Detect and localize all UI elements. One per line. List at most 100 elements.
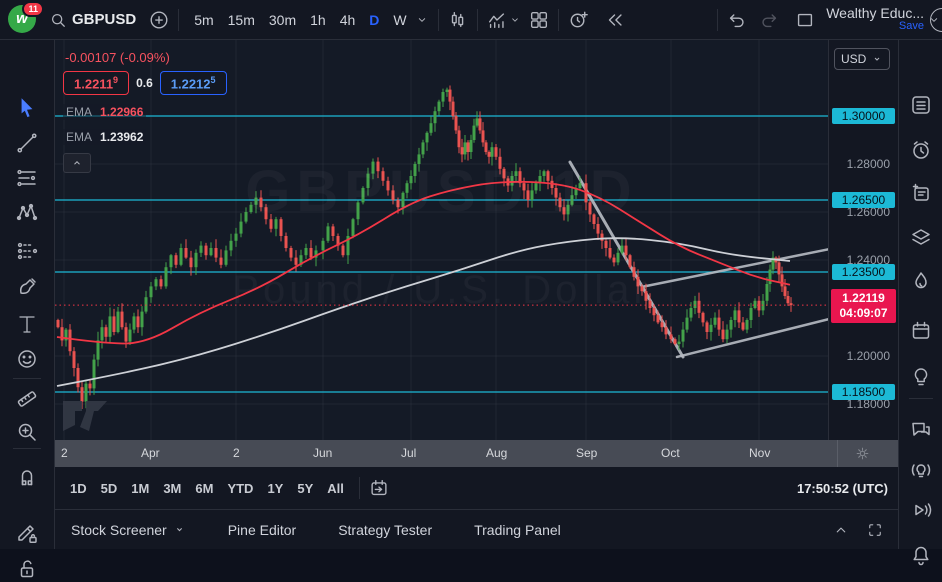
time-axis-label: Jul [401, 446, 417, 460]
ema-fast-legend: EMA 1.22966 [63, 104, 147, 121]
ema-fast-line [56, 180, 791, 345]
axis-settings-gear-icon[interactable] [852, 443, 872, 463]
divider [437, 8, 439, 31]
calendar-icon[interactable] [909, 319, 933, 343]
price-tick-label: 1.26000 [846, 205, 890, 219]
time-axis[interactable]: 2 Apr 2 Jun Jul Aug Sep Oct Nov [55, 440, 898, 467]
clock-utc[interactable]: 17:50:52 (UTC) [796, 480, 888, 496]
ema-slow-legend: EMA 1.23962 [63, 129, 147, 146]
text-tool-icon[interactable] [14, 311, 40, 337]
chevron-down-icon[interactable] [508, 13, 522, 27]
chart-style-candles-icon[interactable] [447, 9, 469, 31]
save-button[interactable]: Save [898, 19, 924, 32]
price-axis[interactable]: USD 1.28000 1.26000 1.24000 1.20000 1.18000 1… [828, 40, 898, 440]
range-3m[interactable]: 3M [163, 480, 182, 496]
goto-date-icon[interactable] [368, 477, 390, 499]
alerts-clock-icon[interactable] [909, 138, 933, 162]
notifications-bell-icon[interactable] [909, 543, 933, 567]
magnet-tool-icon[interactable] [14, 463, 40, 489]
brush-tool-icon[interactable] [14, 274, 40, 300]
broker-logo[interactable]: w 11 [8, 0, 44, 35]
xabcd-pattern-tool-icon[interactable] [14, 200, 40, 226]
range-1d[interactable]: 1D [70, 480, 87, 496]
range-1y[interactable]: 1Y [267, 480, 284, 496]
timeframe-1h[interactable]: 1h [310, 11, 326, 28]
chart-area[interactable]: GBPUSD 1D Pound / U.S. Dollar -0.00107 (… [55, 40, 828, 440]
time-axis-label: 2 [61, 446, 68, 460]
layout-grid-icon[interactable] [528, 9, 550, 31]
time-axis-label: Jun [313, 446, 333, 460]
range-all[interactable]: All [327, 480, 344, 496]
divider [909, 398, 933, 399]
timeframe-1w[interactable]: W [393, 11, 407, 28]
redo-icon[interactable] [758, 9, 780, 31]
panel-expand-icon[interactable] [832, 521, 850, 539]
time-axis-label: Sep [576, 446, 598, 460]
time-axis-label: Apr [141, 446, 160, 460]
tradingview-logo-watermark[interactable] [61, 395, 117, 437]
range-5y[interactable]: 5Y [297, 480, 314, 496]
buy-button[interactable]: 1.22125 [159, 71, 227, 96]
level-price-label: 1.18500 [832, 384, 895, 400]
price-tick-label: 1.18000 [846, 397, 890, 411]
chat-icon[interactable] [909, 418, 933, 442]
range-ytd[interactable]: YTD [227, 480, 254, 496]
layout-name[interactable]: Wealthy Educ... [826, 4, 924, 21]
compare-add-icon[interactable] [148, 9, 170, 31]
projection-tool-icon[interactable] [14, 238, 40, 264]
range-6m[interactable]: 6M [195, 480, 214, 496]
emoji-tool-icon[interactable] [14, 346, 40, 372]
drawing-lock-icon[interactable] [14, 520, 40, 546]
currency-selector[interactable]: USD [834, 48, 890, 70]
measure-tool-icon[interactable] [14, 386, 40, 412]
object-tree-icon[interactable] [909, 225, 933, 249]
spread-value: 0.6 [136, 76, 153, 91]
divider [717, 8, 719, 31]
divider [178, 8, 180, 31]
timeframe-30m[interactable]: 30m [268, 11, 297, 28]
legend-collapse-button[interactable] [63, 153, 91, 174]
time-axis-label: 2 [233, 446, 240, 460]
indicators-icon[interactable] [486, 9, 508, 31]
pine-editor-tab[interactable]: Pine Editor [227, 521, 297, 538]
bottom-panel-bar: Stock Screener Pine Editor Strategy Test… [55, 509, 898, 549]
level-price-label: 1.23500 [832, 264, 895, 280]
create-alert-icon[interactable] [567, 8, 590, 31]
timeframe-4h[interactable]: 4h [339, 11, 356, 28]
panel-maximize-icon[interactable] [866, 521, 884, 539]
range-5d[interactable]: 5D [100, 480, 118, 496]
strategy-tester-tab[interactable]: Strategy Tester [338, 521, 433, 538]
trend-line-tool-icon[interactable] [14, 130, 40, 156]
stock-screener-tab[interactable]: Stock Screener [71, 522, 186, 538]
symbol-search-button[interactable]: GBPUSD [72, 11, 137, 28]
hotlists-flame-icon[interactable] [909, 269, 933, 293]
undo-icon[interactable] [726, 9, 748, 31]
divider [13, 378, 41, 379]
chart-canvas[interactable] [55, 40, 828, 440]
timeframe-1d[interactable]: D [369, 11, 380, 28]
ema-slow-value: 1.23962 [100, 130, 144, 145]
chevron-down-icon[interactable] [414, 12, 430, 28]
ideas-bulb-icon[interactable] [909, 365, 933, 389]
price-tick-label: 1.28000 [846, 157, 890, 171]
bar-replay-icon[interactable] [604, 9, 626, 31]
trading-panel-tab[interactable]: Trading Panel [474, 521, 561, 538]
zoom-in-tool-icon[interactable] [14, 419, 40, 445]
unlock-all-icon[interactable] [14, 556, 40, 582]
streams-icon[interactable] [909, 498, 933, 522]
layout-rectangle-icon[interactable] [794, 9, 816, 31]
watchlist-icon[interactable] [909, 93, 933, 117]
account-icon[interactable] [930, 8, 942, 32]
layout-title[interactable]: Wealthy Educ... Save [826, 4, 924, 33]
range-1m[interactable]: 1M [131, 480, 150, 496]
timeframe-5m[interactable]: 5m [194, 11, 214, 28]
sell-button[interactable]: 1.22119 [63, 71, 130, 96]
search-icon[interactable] [48, 10, 68, 30]
notes-icon[interactable] [909, 181, 933, 205]
cursor-tool-icon[interactable] [14, 95, 40, 121]
divider [557, 8, 559, 31]
timeframe-15m[interactable]: 15m [227, 11, 255, 28]
divider [13, 448, 41, 449]
fib-retracement-tool-icon[interactable] [14, 165, 40, 191]
live-ideas-icon[interactable] [909, 458, 933, 482]
